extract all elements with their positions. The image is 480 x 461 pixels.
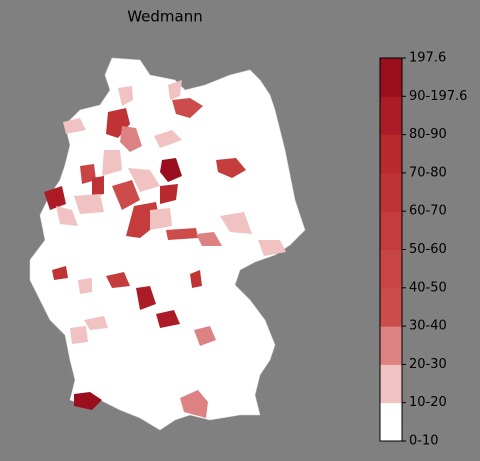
district — [84, 316, 108, 330]
district — [112, 180, 140, 210]
district — [150, 208, 172, 230]
district — [216, 158, 246, 178]
district — [196, 232, 222, 246]
district — [63, 118, 86, 134]
colorbar-label: 197.6 — [409, 51, 446, 66]
map-title: Wedmann — [127, 8, 203, 26]
district — [52, 266, 68, 280]
district — [160, 184, 178, 204]
colorbar-segment — [380, 326, 402, 365]
colorbar-label: 40-50 — [409, 280, 447, 295]
district — [74, 194, 104, 214]
district — [194, 326, 216, 346]
district — [128, 168, 160, 192]
germany-map — [29, 57, 306, 431]
district — [190, 270, 202, 288]
district — [156, 310, 180, 328]
district — [180, 390, 208, 418]
colorbar-segment — [380, 287, 402, 327]
district-highlights — [44, 80, 286, 418]
district — [44, 186, 66, 210]
district — [168, 80, 182, 100]
district — [120, 126, 142, 152]
colorbar-segment — [380, 211, 402, 250]
colorbar-label: 70-80 — [409, 165, 447, 180]
colorbar-segment — [380, 58, 402, 97]
colorbar-segment — [380, 134, 402, 174]
country-outline — [29, 57, 306, 431]
district — [74, 392, 102, 410]
district — [154, 130, 182, 148]
colorbar-label: 90-197.6 — [409, 89, 467, 104]
colorbar-label: 50-60 — [409, 242, 447, 257]
district — [106, 272, 130, 288]
district — [258, 240, 286, 256]
district — [92, 176, 104, 196]
district — [166, 228, 198, 240]
district — [160, 158, 182, 182]
colorbar-segment — [380, 172, 402, 212]
colorbar-segment — [380, 249, 402, 289]
district — [172, 98, 203, 118]
colorbar-segment — [380, 96, 402, 136]
colorbar-segment — [380, 364, 402, 404]
colorbar-label: 10-20 — [409, 395, 447, 410]
colorbar-label: 30-40 — [409, 319, 447, 334]
colorbar-label: 60-70 — [409, 204, 447, 219]
colorbar: 0-10 10-20 20-30 30-40 40-50 50-60 60-70 70-80 8… — [379, 51, 467, 449]
district — [118, 86, 133, 106]
district — [220, 212, 252, 234]
district — [78, 278, 92, 294]
district — [70, 326, 88, 344]
colorbar-segment — [380, 402, 402, 442]
district — [136, 286, 156, 310]
colorbar-label: 80-90 — [409, 127, 447, 142]
colorbar-label: 20-30 — [409, 357, 447, 372]
district — [102, 150, 122, 176]
district — [56, 206, 78, 226]
colorbar-label: 0-10 — [409, 434, 439, 449]
